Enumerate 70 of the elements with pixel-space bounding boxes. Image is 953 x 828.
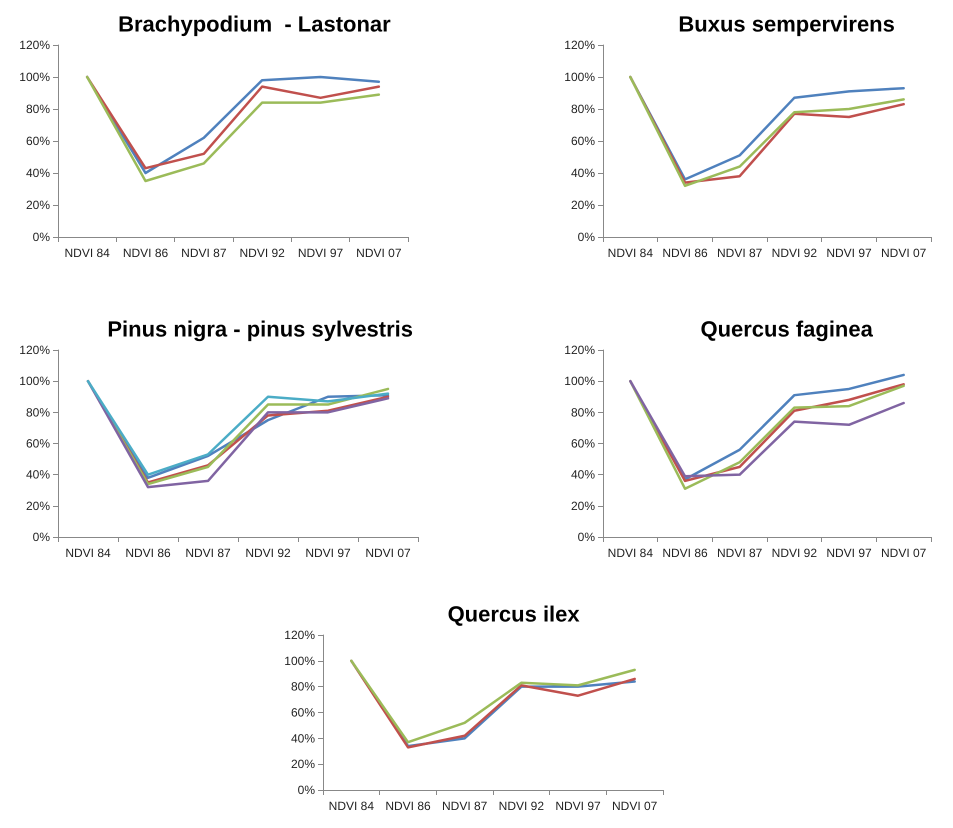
x-tick-label: NDVI 92	[245, 546, 291, 560]
x-tick-label: NDVI 07	[612, 799, 658, 813]
y-tick-label: 40%	[570, 166, 596, 180]
y-tick-label: 40%	[26, 166, 50, 180]
x-tick-label: NDVI 92	[772, 246, 818, 260]
y-tick-label: 60%	[290, 706, 316, 720]
y-tick-label: 80%	[570, 102, 596, 116]
x-tick-label: NDVI 92	[239, 246, 286, 260]
y-tick-label: 20%	[290, 757, 316, 772]
x-tick-label: NDVI 97	[298, 246, 344, 260]
y-tick-label: 80%	[570, 405, 596, 420]
y-tick-label: 80%	[26, 405, 50, 420]
y-tick-label: 60%	[570, 436, 596, 450]
y-tick-label: 60%	[570, 134, 596, 148]
x-tick-label: NDVI 87	[716, 546, 763, 560]
x-tick-label: NDVI 86	[125, 546, 171, 560]
y-tick-label: 0%	[298, 783, 316, 797]
x-tick-label: NDVI 86	[662, 546, 708, 560]
x-tick-label: NDVI 07	[880, 546, 927, 560]
x-tick-label: NDVI 87	[181, 246, 227, 260]
y-tick-label: 120%	[19, 343, 50, 357]
x-tick-label: NDVI 97	[826, 546, 872, 560]
y-tick-label: 100%	[284, 654, 316, 668]
y-tick-label: 0%	[578, 230, 596, 244]
chart-title: Pinus nigra - pinus sylvestris	[107, 316, 414, 342]
y-tick-label: 120%	[564, 343, 596, 357]
x-tick-label: NDVI 07	[356, 246, 402, 260]
x-tick-label: NDVI 84	[608, 246, 654, 260]
y-tick-label: 0%	[578, 530, 596, 544]
x-tick-label: NDVI 84	[65, 546, 111, 560]
x-tick-label: NDVI 86	[662, 246, 708, 260]
y-tick-label: 60%	[26, 134, 50, 148]
x-tick-label: NDVI 97	[305, 546, 351, 560]
y-tick-label: 20%	[26, 198, 50, 212]
x-tick-label: NDVI 86	[385, 799, 431, 813]
chart-title: Quercus faginea	[700, 316, 874, 342]
y-tick-label: 100%	[19, 374, 50, 388]
y-tick-label: 20%	[570, 198, 596, 212]
chart-title: Quercus ilex	[448, 602, 580, 626]
y-tick-label: 20%	[570, 498, 596, 513]
y-tick-label: 80%	[26, 102, 50, 116]
x-tick-label: NDVI 07	[880, 246, 927, 260]
x-tick-label: NDVI 97	[555, 799, 601, 813]
x-tick-label: NDVI 92	[498, 799, 544, 813]
x-tick-label: NDVI 07	[365, 546, 411, 560]
x-tick-label: NDVI 87	[185, 546, 231, 560]
x-tick-label: NDVI 87	[716, 246, 763, 260]
y-tick-label: 0%	[32, 530, 50, 544]
y-tick-label: 40%	[290, 731, 316, 746]
y-tick-label: 20%	[26, 498, 50, 513]
x-tick-label: NDVI 84	[608, 546, 654, 560]
x-tick-label: NDVI 87	[442, 799, 488, 813]
y-tick-label: 100%	[19, 70, 50, 84]
y-tick-label: 40%	[26, 468, 50, 482]
y-tick-label: 120%	[284, 628, 316, 642]
y-tick-label: 120%	[19, 38, 50, 52]
y-tick-label: 0%	[32, 230, 50, 244]
x-tick-label: NDVI 97	[826, 246, 872, 260]
chart-title: Buxus sempervirens	[678, 12, 895, 36]
x-tick-label: NDVI 84	[328, 799, 374, 813]
y-tick-label: 100%	[564, 374, 596, 388]
x-tick-label: NDVI 84	[64, 246, 110, 260]
y-tick-label: 100%	[564, 70, 596, 84]
y-tick-label: 40%	[570, 468, 596, 482]
x-tick-label: NDVI 86	[122, 246, 168, 260]
y-tick-label: 60%	[26, 436, 50, 450]
y-tick-label: 80%	[290, 680, 316, 694]
chart-title: Brachypodium - Lastonar	[118, 12, 392, 36]
x-tick-label: NDVI 92	[772, 546, 818, 560]
y-tick-label: 120%	[564, 38, 596, 52]
